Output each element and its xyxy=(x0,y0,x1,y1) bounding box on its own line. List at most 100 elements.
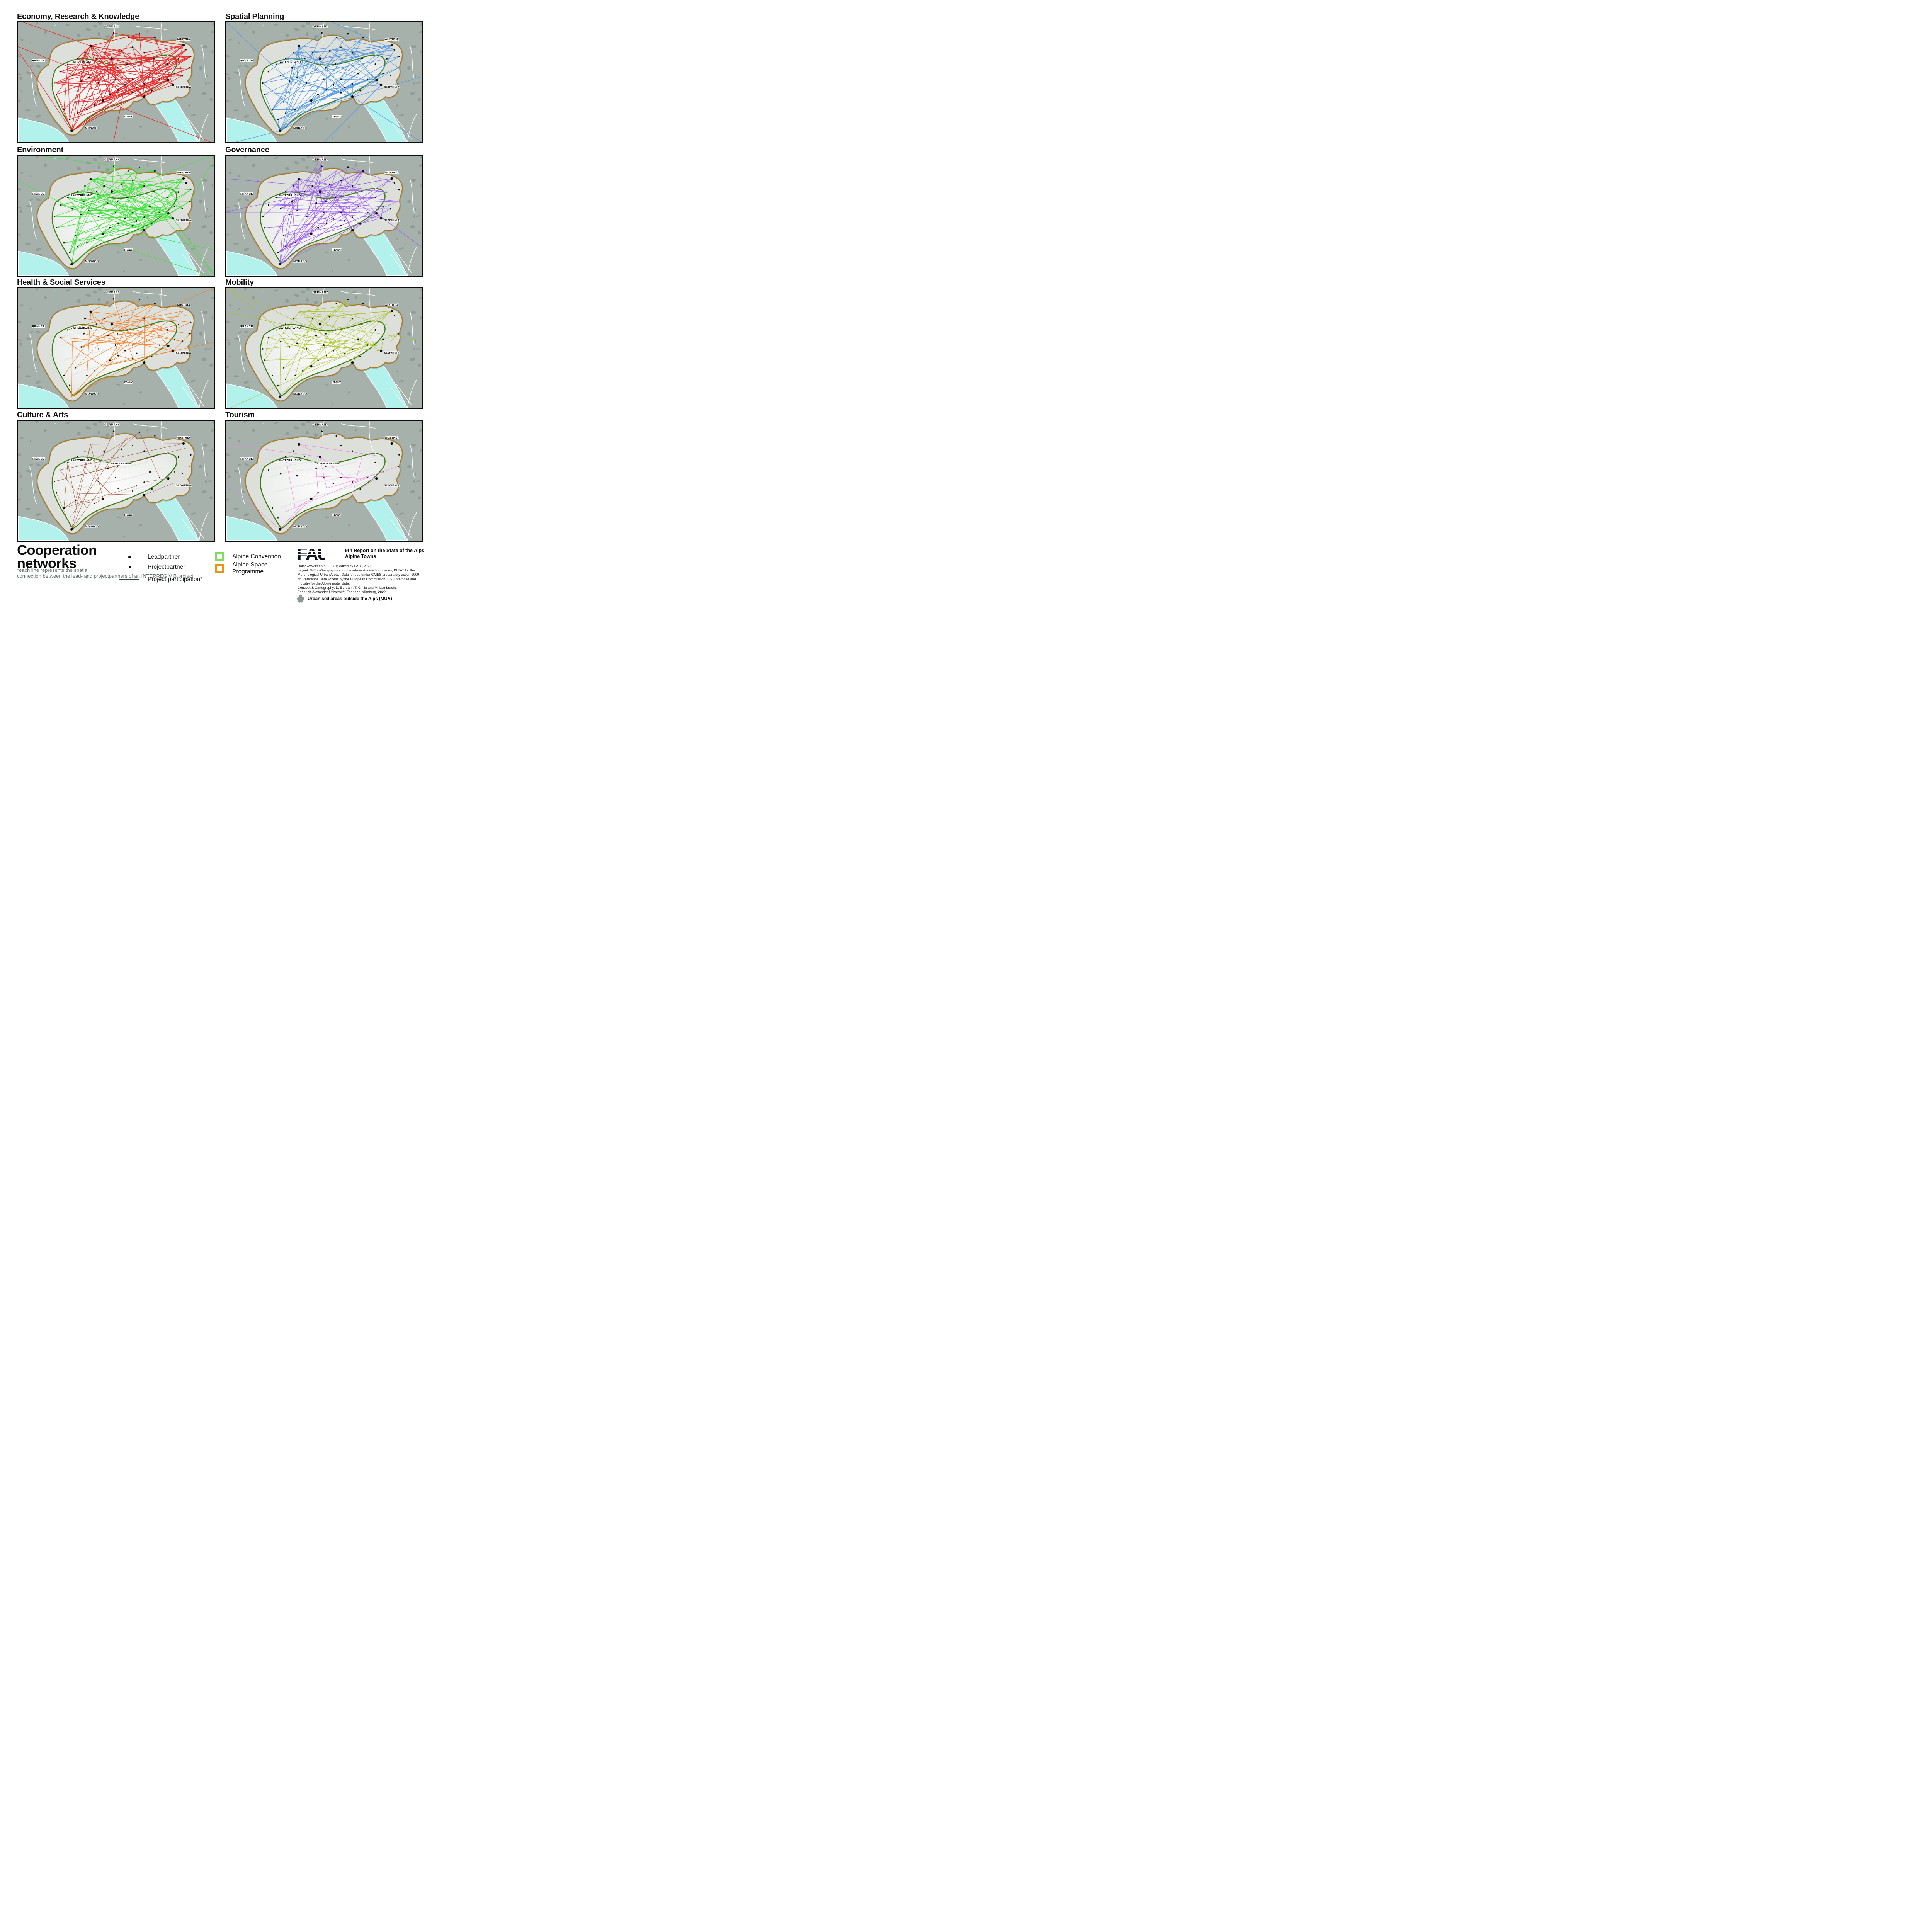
country-label: AUSTRIA xyxy=(177,171,190,174)
country-label: MONACO xyxy=(85,260,99,263)
leadpartner-dot-icon xyxy=(128,556,131,558)
network-lines xyxy=(226,22,422,142)
attribution-line: Data: www.keep.eu, 2021; edited by FAU ,… xyxy=(298,564,373,568)
map-frame: GERMANY AUSTRIA FRANCE SWITZERLAND SLOVENIA I… xyxy=(225,287,423,409)
network-lines xyxy=(226,288,422,408)
country-label: GERMANY xyxy=(104,423,120,427)
country-label: AUSTRIA xyxy=(385,171,398,174)
country-label: SLOVENIA xyxy=(176,351,192,355)
partner-dots xyxy=(262,165,400,265)
alps-network-map: GERMANY AUSTRIA FRANCE SWITZERLAND SLOVENIA I… xyxy=(226,288,422,408)
report-title-line2: Alpine Towns xyxy=(345,554,376,559)
panel-title: Mobility xyxy=(225,278,254,287)
country-label: GERMANY xyxy=(104,25,120,28)
country-label: SWITZERLAND xyxy=(70,194,93,197)
alpine-space-label-line1: Alpine Space xyxy=(232,561,268,568)
leadpartner-label: Leadpartner xyxy=(148,554,180,560)
map-frame: GERMANY AUSTRIA FRANCE SWITZERLAND SLOVENIA I… xyxy=(225,155,423,277)
partner-dots xyxy=(54,32,192,132)
attribution-line: Industry for the Alpine raster data. xyxy=(298,581,350,585)
network-lines xyxy=(18,156,214,276)
country-label: SLOVENIA xyxy=(176,85,192,89)
country-label: GERMANY xyxy=(104,158,120,162)
map-panel: Health & Social Services GERMANY AUSTRIA FR… xyxy=(17,278,215,409)
alps-network-map: GERMANY AUSTRIA FRANCE SWITZERLAND SLOVENIA I… xyxy=(226,22,422,142)
network-lines xyxy=(54,431,187,529)
report-title: 9th Report on the State of the Alps Alpi… xyxy=(345,548,424,560)
mua-label: Urbanised areas outside the Alps (MUA) xyxy=(308,597,392,601)
map-panel: Economy, Research & Knowledge GERMANY AUST… xyxy=(17,12,215,143)
attribution-line: Concept & Cartography: D. Bertram, T. Ch… xyxy=(298,586,397,590)
country-label: GERMANY xyxy=(104,291,120,294)
map-panel: Spatial Planning GERMANY AUSTRIA FRANCE SWIT… xyxy=(225,12,423,143)
country-label: SWITZERLAND xyxy=(279,60,301,64)
page-title-line1: Cooperation xyxy=(17,542,97,558)
country-label: ITALY xyxy=(124,381,133,384)
panel-title: Tourism xyxy=(225,411,255,419)
country-label: GERMANY xyxy=(313,158,328,162)
projectpartner-dot-icon xyxy=(129,566,131,568)
partner-dots xyxy=(54,430,192,531)
map-frame: GERMANY AUSTRIA FRANCE SWITZERLAND SLOVENIA I… xyxy=(225,420,423,542)
country-label: FRANCE xyxy=(240,457,253,461)
panel-title: Economy, Research & Knowledge xyxy=(17,12,139,21)
country-label: ITALY xyxy=(333,513,341,517)
country-label: FRANCE xyxy=(240,192,253,196)
country-label: SLOVENIA xyxy=(384,85,400,89)
page-title-line2: networks xyxy=(17,555,77,571)
country-label: LIECHTENSTEIN xyxy=(109,463,131,465)
partner-dots xyxy=(262,32,400,132)
network-lines xyxy=(18,22,212,142)
alps-network-map: GERMANY AUSTRIA FRANCE SWITZERLAND SLOVENIA I… xyxy=(18,22,214,142)
map-panel: Governance GERMANY AUSTRIA FRANCE SWITZERLAN… xyxy=(225,146,423,277)
country-label: AUSTRIA xyxy=(385,37,398,41)
alps-network-map: GERMANY AUSTRIA FRANCE SWITZERLAND SLOVENIA I… xyxy=(18,288,214,408)
attribution-text: Data: www.keep.eu, 2021; edited by FAU ,… xyxy=(298,564,439,594)
country-label: GERMANY xyxy=(313,291,328,294)
footnote: *each line represents the spatial connec… xyxy=(17,567,193,579)
network-lines xyxy=(60,288,214,397)
country-label: AUSTRIA xyxy=(385,436,398,439)
map-frame: GERMANY AUSTRIA FRANCE SWITZERLAND SLOVENIA I… xyxy=(17,155,215,277)
country-label: SWITZERLAND xyxy=(279,194,301,197)
footnote-line2: connection between the lead- and project… xyxy=(17,573,193,579)
country-label: MONACO xyxy=(293,392,307,396)
country-label: AUSTRIA xyxy=(177,37,190,41)
report-title-line1: 9th Report on the State of the Alps xyxy=(345,548,425,553)
country-label: MONACO xyxy=(293,126,307,130)
attribution-line: on Reference Data Access by the European… xyxy=(298,577,416,581)
fau-logo-stripe xyxy=(297,551,325,553)
country-label: ITALY xyxy=(333,115,341,118)
alps-network-map: GERMANY AUSTRIA FRANCE SWITZERLAND SLOVENIA I… xyxy=(18,156,214,276)
country-label: FRANCE xyxy=(32,192,45,196)
country-label: MONACO xyxy=(293,525,307,528)
partner-dots xyxy=(54,165,192,265)
country-label: SWITZERLAND xyxy=(70,60,93,64)
country-label: ITALY xyxy=(333,381,341,384)
country-label: AUSTRIA xyxy=(177,303,190,307)
country-label: FRANCE xyxy=(32,325,45,328)
map-frame: GERMANY AUSTRIA FRANCE SWITZERLAND SLOVENIA I… xyxy=(17,21,215,143)
map-panel: Mobility GERMANY AUSTRIA FRANCE SWITZERLAND S… xyxy=(225,278,423,409)
panel-title: Health & Social Services xyxy=(17,278,105,287)
alps-network-map: GERMANY AUSTRIA FRANCE SWITZERLAND SLOVENIA I… xyxy=(226,156,422,276)
country-label: FRANCE xyxy=(32,457,45,461)
page-title: Cooperation networks xyxy=(17,542,97,571)
country-label: FRANCE xyxy=(240,59,253,62)
fau-logo: FAU xyxy=(297,545,325,563)
fau-logo-stripe xyxy=(297,548,325,549)
country-label: SLOVENIA xyxy=(176,484,192,487)
projectpartner-label: Projectpartner xyxy=(148,564,185,570)
country-label: GERMANY xyxy=(313,423,328,427)
mua-blob-icon xyxy=(297,594,305,605)
country-label: MONACO xyxy=(293,260,307,263)
partner-dots xyxy=(262,299,399,398)
alpine-space-label-line2: Programme xyxy=(232,568,264,575)
panel-title: Environment xyxy=(17,146,64,154)
fau-logo-stripe xyxy=(297,554,325,556)
map-panel: Culture & Arts GERMANY AUSTRIA FRANCE SWITZE… xyxy=(17,411,215,542)
panel-title: Spatial Planning xyxy=(225,12,284,21)
country-label: SLOVENIA xyxy=(176,219,192,222)
country-label: ITALY xyxy=(124,513,133,517)
alps-network-map: GERMANY AUSTRIA FRANCE SWITZERLAND SLOVENIA I… xyxy=(18,421,214,541)
